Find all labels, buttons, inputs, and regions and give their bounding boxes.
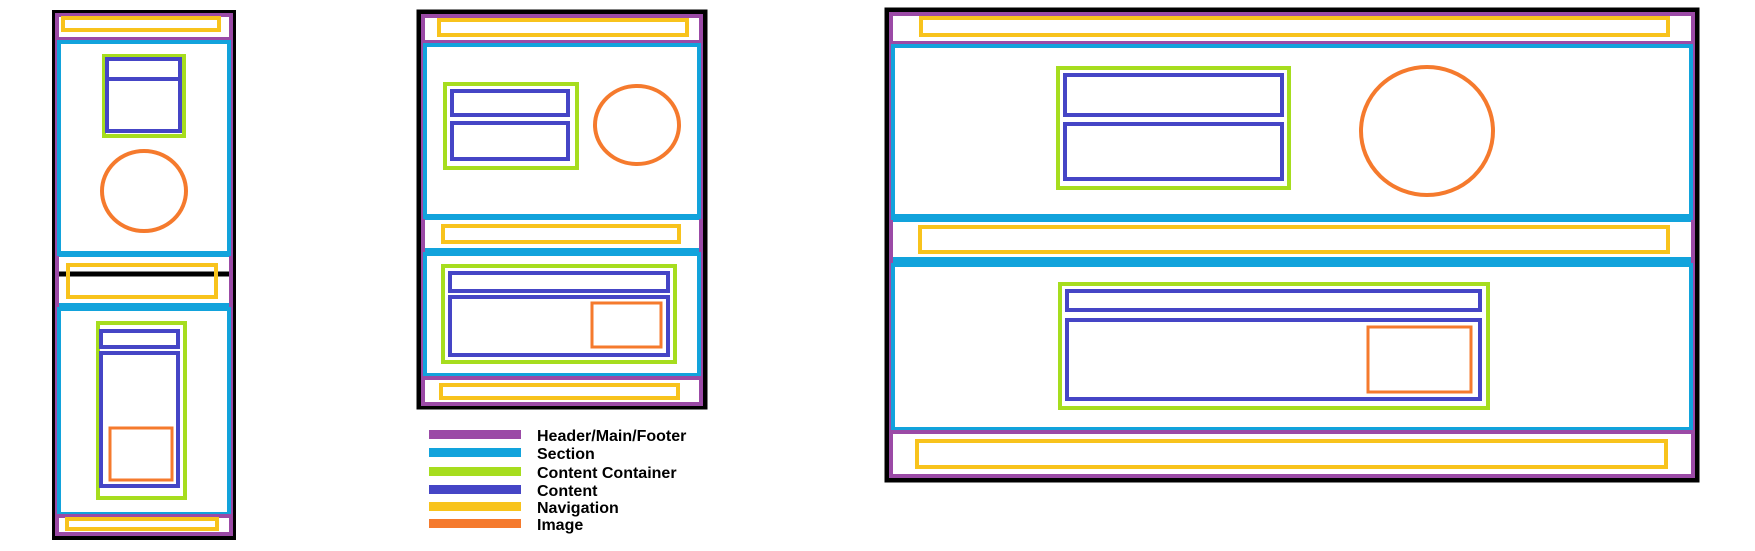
content-top-title <box>450 89 570 117</box>
content-image <box>108 426 174 482</box>
legend-label-content-container: Content Container <box>537 465 677 482</box>
legend-swatch-content-container <box>429 467 521 476</box>
section-top <box>423 43 701 219</box>
footer-nav <box>439 383 680 400</box>
header-nav <box>61 16 221 32</box>
content-container-bottom <box>1058 282 1490 410</box>
section-nav <box>918 225 1670 254</box>
footer-nav <box>915 439 1668 469</box>
image-circle <box>593 84 681 166</box>
legend-label-image: Image <box>537 517 583 534</box>
desktop-wireframe <box>884 7 1700 483</box>
legend-label-navigation: Navigation <box>537 500 619 517</box>
main-box <box>55 37 233 518</box>
legend-label-header-main-footer: Header/Main/Footer <box>537 428 686 445</box>
section-bottom <box>423 252 701 377</box>
content-container-top <box>1056 66 1291 190</box>
content-container-top <box>102 54 186 138</box>
section-top <box>57 40 231 256</box>
legend-swatch-section <box>429 448 521 457</box>
image-circle <box>100 149 188 233</box>
content-container-bottom <box>441 264 677 364</box>
content-bottom-body <box>1065 318 1482 401</box>
content-bottom-title <box>448 271 670 293</box>
image-circle <box>1359 65 1495 197</box>
footer-box <box>421 376 703 406</box>
legend-swatch-content <box>429 485 521 494</box>
section-bottom <box>57 307 231 516</box>
content-image <box>590 301 663 349</box>
content-top-body <box>105 77 182 133</box>
content-top-body <box>1063 122 1284 181</box>
legend-swatch-navigation <box>429 502 521 511</box>
section-bottom <box>891 263 1693 431</box>
content-bottom-body <box>99 351 180 488</box>
content-top-title <box>105 57 182 81</box>
section-nav <box>441 224 681 244</box>
legend-label-content: Content <box>537 483 598 500</box>
section-top <box>891 44 1693 220</box>
legend-swatch-header-main-footer <box>429 430 521 439</box>
content-top-title <box>1063 73 1284 117</box>
content-container-top <box>443 82 579 170</box>
legend-swatch-image <box>429 519 521 528</box>
content-bottom-body <box>448 295 670 357</box>
legend-label-section: Section <box>537 446 595 463</box>
section-nav <box>66 263 218 299</box>
footer-nav <box>65 517 219 531</box>
main-box <box>889 41 1695 434</box>
page-frame <box>884 7 1700 483</box>
page-frame <box>52 10 236 540</box>
header-nav <box>919 16 1670 37</box>
header-nav <box>437 18 689 37</box>
content-bottom-title <box>1065 289 1482 312</box>
content-container-bottom <box>96 321 187 500</box>
page-frame <box>416 9 708 410</box>
tablet-wireframe <box>416 9 708 410</box>
mobile-wireframe <box>52 10 236 540</box>
footer-box <box>55 514 233 536</box>
content-bottom-title <box>99 329 180 349</box>
footer-box <box>889 430 1695 478</box>
content-image <box>1366 325 1473 394</box>
content-top-body <box>450 121 570 161</box>
